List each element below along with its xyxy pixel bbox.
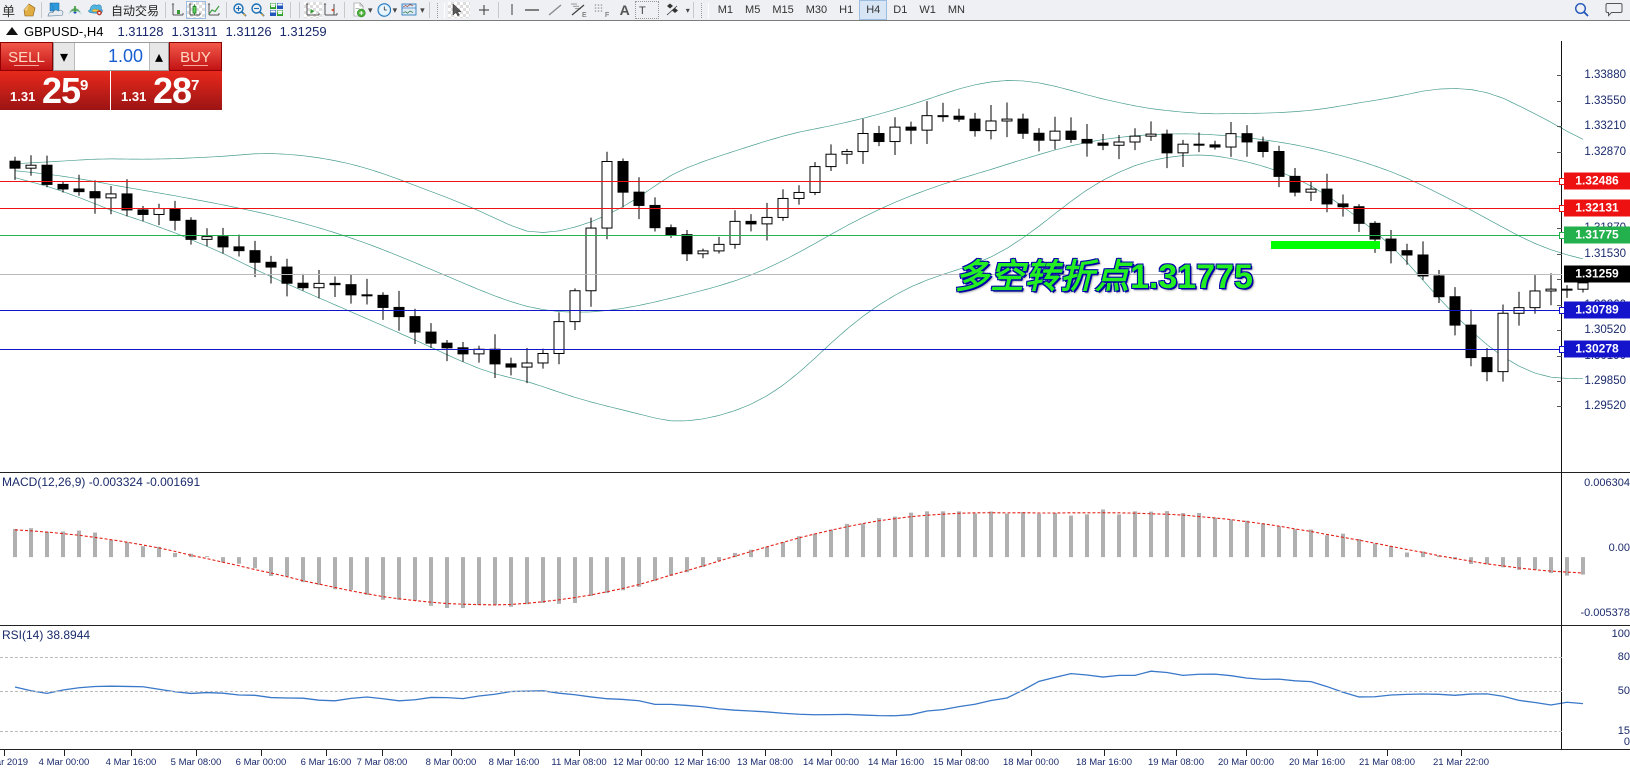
svg-text:T: T (639, 5, 646, 17)
svg-text:F: F (605, 12, 609, 18)
svg-text:E: E (582, 12, 587, 18)
